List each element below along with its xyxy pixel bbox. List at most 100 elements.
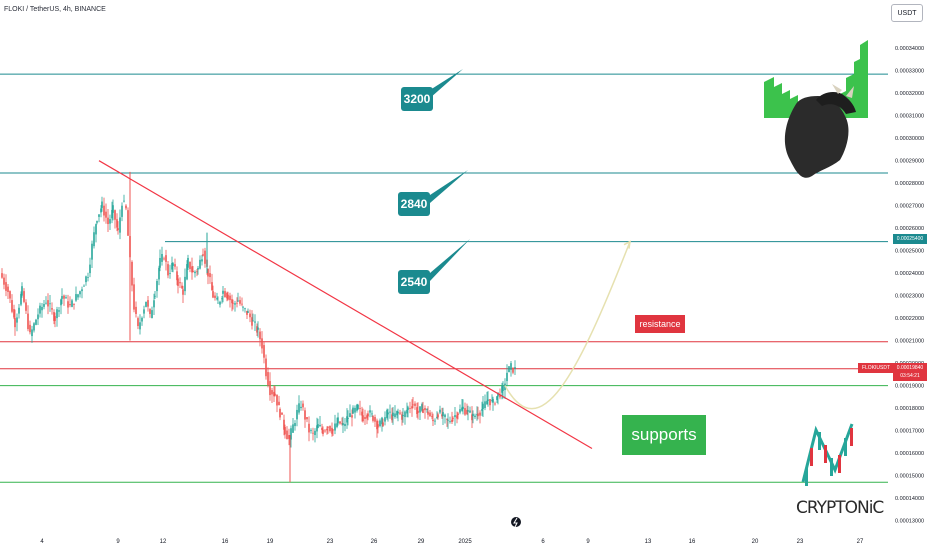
x-tick-label: 12 xyxy=(160,539,167,545)
candle-body xyxy=(234,303,236,305)
candle-body xyxy=(308,423,310,433)
supports-label: supports xyxy=(622,415,706,455)
candle-body xyxy=(147,300,149,307)
candle-body xyxy=(514,367,516,369)
currency-button[interactable]: USDT xyxy=(891,4,923,22)
candle-body xyxy=(419,406,421,413)
x-tick-label: 29 xyxy=(418,539,425,545)
clock-bolt xyxy=(513,517,518,528)
candle-body xyxy=(396,410,398,416)
candle-body xyxy=(197,267,199,270)
candle-body xyxy=(306,417,308,420)
candle-body xyxy=(484,401,486,409)
candle-body xyxy=(274,393,276,396)
candle-body xyxy=(176,271,178,281)
candle-body xyxy=(165,255,167,262)
candle-body xyxy=(341,423,343,425)
y-tick-label: 0.00033000 xyxy=(895,69,924,75)
candle-body xyxy=(454,415,456,418)
candle-body xyxy=(61,296,63,299)
candle-body xyxy=(169,272,171,274)
candle-body xyxy=(186,264,188,280)
candle-body xyxy=(141,317,143,322)
x-tick-label: 26 xyxy=(371,539,378,545)
y-tick-label: 0.00034000 xyxy=(895,46,924,52)
candle-body xyxy=(394,413,396,418)
candle-body xyxy=(167,264,169,276)
candle-body xyxy=(327,426,329,428)
candle-body xyxy=(56,309,58,319)
candle-body xyxy=(51,308,53,310)
y-tick-label: 0.00016000 xyxy=(895,451,924,457)
horizontal-levels xyxy=(0,73,888,483)
candle-body xyxy=(184,276,186,292)
candle-body xyxy=(43,303,45,307)
candle-body xyxy=(63,295,65,299)
candle-body xyxy=(103,205,105,216)
candle-body xyxy=(342,423,344,426)
x-tick-label: 6 xyxy=(541,539,545,545)
candle-body xyxy=(411,406,413,409)
y-tick-label: 0.00027000 xyxy=(895,204,924,210)
candle-body xyxy=(357,405,359,409)
candle-body xyxy=(407,407,409,410)
candle-body xyxy=(319,424,321,427)
candle-body xyxy=(114,210,116,220)
candle-body xyxy=(494,403,496,405)
ticker-tag: FLOKIUSDT xyxy=(858,363,894,373)
candle-body xyxy=(347,418,349,419)
candle-body xyxy=(337,417,339,424)
candle-body xyxy=(367,413,369,417)
candle-body xyxy=(434,420,436,422)
candle-body xyxy=(249,313,251,318)
candle-body xyxy=(442,412,444,417)
candle-body xyxy=(252,320,254,322)
candle-body xyxy=(284,426,286,435)
candle-body xyxy=(53,312,55,321)
bull-bar xyxy=(780,90,790,118)
candle-body xyxy=(489,399,491,406)
bull-bar xyxy=(860,40,868,118)
candle-body xyxy=(23,291,25,302)
candle-body xyxy=(265,358,267,377)
candle-body xyxy=(424,408,426,411)
callout-2840: 2840 xyxy=(398,192,430,216)
x-tick-label: 2025 xyxy=(458,539,472,545)
candle-body xyxy=(379,420,381,427)
candle-body xyxy=(145,301,147,307)
candle-body xyxy=(283,419,285,430)
candle-body xyxy=(286,430,288,440)
candle-body xyxy=(316,425,318,432)
x-tick-label: 27 xyxy=(857,539,864,545)
y-tick-label: 0.00013000 xyxy=(895,519,924,525)
candle-body xyxy=(219,301,221,305)
candle-body xyxy=(181,285,183,289)
candle-body xyxy=(217,302,219,304)
candle-body xyxy=(356,404,358,411)
clock-icon xyxy=(511,517,521,528)
candle-body xyxy=(9,291,11,299)
candle-body xyxy=(16,317,18,323)
candle-body xyxy=(187,257,189,268)
candle-body xyxy=(288,435,290,439)
candle-body xyxy=(501,386,503,393)
x-axis: 4 9 12 16 19 23 26 29 2025 6 9 13 16 20 23 27 xyxy=(40,539,864,545)
candle-body xyxy=(399,412,401,414)
candle-body xyxy=(214,295,216,298)
candle-body xyxy=(236,302,238,304)
candle-body xyxy=(226,292,228,299)
candle-body xyxy=(65,297,67,299)
candle-body xyxy=(172,263,174,266)
y-tick-label: 0.00028000 xyxy=(895,181,924,187)
candle-body xyxy=(161,253,163,262)
projection-curve xyxy=(504,240,631,410)
candle-body xyxy=(492,398,494,403)
candle-body xyxy=(242,306,244,308)
candle-body xyxy=(364,417,366,419)
candle-body xyxy=(199,259,201,269)
candle-body xyxy=(158,267,160,280)
projection-path xyxy=(504,241,631,410)
candle-body xyxy=(467,410,469,412)
candle-body xyxy=(414,403,416,406)
